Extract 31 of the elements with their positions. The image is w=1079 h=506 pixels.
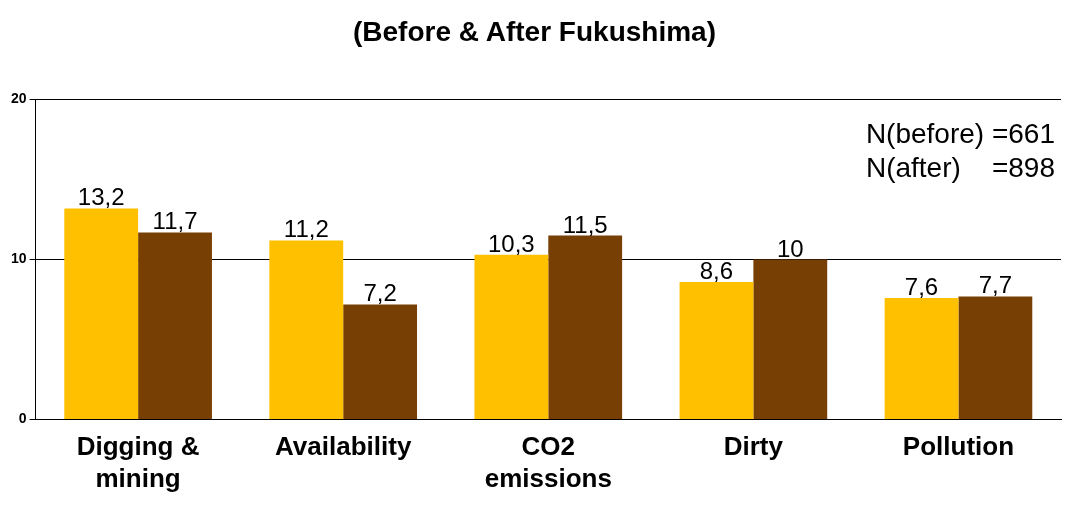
bar [753, 259, 828, 420]
x-tick-label: Dirty [723, 431, 784, 462]
bar [474, 254, 549, 420]
data-label: 10 [776, 234, 804, 262]
data-label: 10,3 [488, 229, 535, 257]
data-label: 11,7 [152, 207, 198, 235]
x-tick-label: Availability [275, 431, 412, 462]
y-tick-label: 0 [18, 410, 27, 427]
bar [958, 296, 1033, 420]
bar [548, 235, 623, 420]
bar [679, 282, 754, 420]
chart-title: (Before & After Fukushima) [352, 15, 717, 47]
x-tick-label: CO2 emissions [484, 431, 612, 493]
data-label: 7,7 [978, 271, 1013, 299]
x-tick-label: Digging & mining [76, 431, 200, 493]
data-label: 7,2 [363, 279, 397, 307]
data-label: 11,2 [283, 215, 329, 243]
data-label: 8,6 [699, 257, 734, 284]
data-label: 7,6 [904, 273, 939, 300]
bar [269, 240, 344, 420]
bar [884, 298, 959, 420]
annotation: N(after) =898 [865, 152, 1055, 184]
y-tick-label: 20 [10, 90, 27, 107]
y-tick-label: 10 [10, 250, 27, 267]
bar [64, 208, 139, 420]
data-label: 11,5 [562, 210, 608, 238]
bar [343, 304, 418, 420]
x-tick-label: Pollution [902, 431, 1015, 462]
annotation: N(before) =661 [865, 118, 1055, 150]
bar [138, 232, 212, 420]
data-label: 13,2 [77, 183, 125, 211]
